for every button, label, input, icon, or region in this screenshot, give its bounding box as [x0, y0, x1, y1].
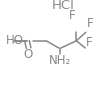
Text: NH₂: NH₂ [49, 54, 71, 67]
Text: F: F [69, 9, 76, 22]
Text: F: F [87, 17, 94, 30]
Text: HCl: HCl [52, 0, 75, 12]
Text: HO: HO [6, 34, 24, 47]
Text: O: O [23, 48, 33, 61]
Text: F: F [86, 36, 93, 49]
